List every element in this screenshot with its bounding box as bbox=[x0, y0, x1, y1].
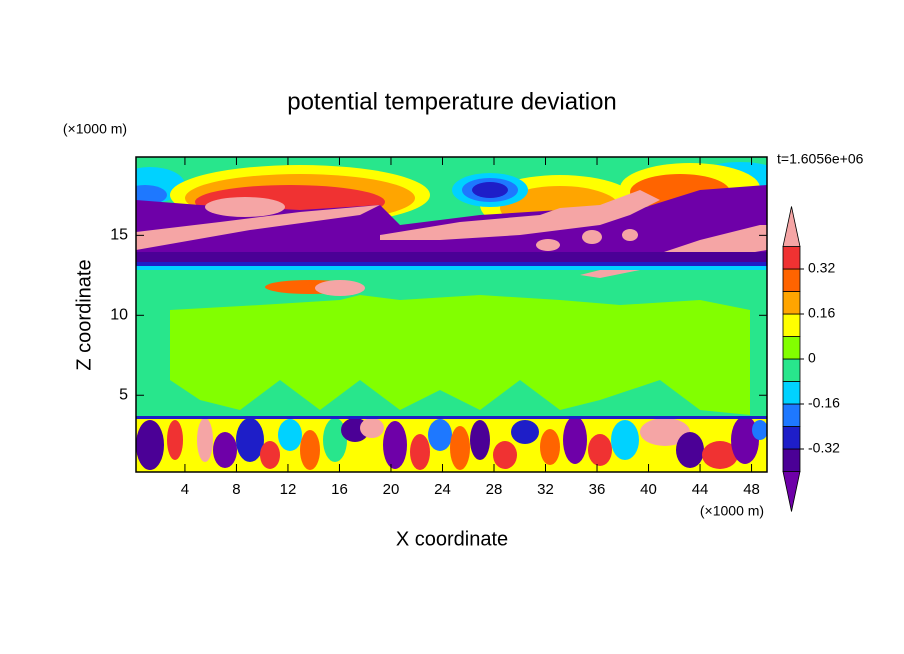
x-tick-label: 48 bbox=[743, 481, 760, 498]
contour-region bbox=[752, 420, 767, 440]
plot-frame bbox=[135, 156, 768, 473]
contour-region bbox=[676, 432, 704, 468]
colorbar-tick-label: 0 bbox=[808, 350, 816, 366]
colorbar-box bbox=[782, 268, 801, 292]
x-tick-label: 40 bbox=[640, 481, 657, 498]
contour-region bbox=[540, 429, 560, 465]
contour-region bbox=[428, 419, 452, 451]
contour-region bbox=[731, 416, 759, 464]
x-tick-label: 36 bbox=[589, 481, 606, 498]
contour-region bbox=[410, 434, 430, 470]
contour-region bbox=[213, 432, 237, 468]
y-tick-label: 15 bbox=[110, 227, 128, 244]
contour-region bbox=[136, 185, 167, 205]
contour-region bbox=[582, 230, 602, 244]
contour-region bbox=[167, 420, 183, 460]
contour-region bbox=[563, 416, 587, 464]
x-tick-label: 32 bbox=[537, 481, 554, 498]
colorbar-box bbox=[782, 246, 801, 270]
contour-region bbox=[170, 295, 750, 415]
colorbar-box bbox=[782, 381, 801, 405]
colorbar-tick-label: -0.32 bbox=[808, 440, 840, 456]
contour-field bbox=[136, 157, 767, 472]
contour-region bbox=[197, 418, 213, 462]
contour-region bbox=[236, 418, 264, 462]
contour-region bbox=[278, 419, 302, 451]
contour-region bbox=[640, 418, 690, 446]
contour-region bbox=[315, 280, 365, 296]
x-tick-label: 4 bbox=[181, 481, 189, 498]
chart-title: potential temperature deviation bbox=[287, 88, 617, 115]
colorbar-tick-label: 0.16 bbox=[808, 305, 835, 321]
colorbar-box bbox=[782, 313, 801, 337]
y-tick-label: 5 bbox=[119, 386, 128, 403]
contour-region bbox=[611, 420, 639, 460]
x-axis-label: X coordinate bbox=[396, 528, 508, 550]
x-tick-label: 20 bbox=[383, 481, 400, 498]
colorbar-box bbox=[782, 426, 801, 450]
colorbar-over bbox=[782, 206, 801, 247]
contour-region bbox=[260, 441, 280, 469]
contour-region bbox=[450, 426, 470, 470]
contour-region bbox=[323, 418, 347, 462]
contour-region bbox=[360, 418, 384, 438]
contour-region bbox=[493, 441, 517, 469]
contour-region bbox=[622, 229, 638, 241]
contour-region bbox=[205, 197, 285, 217]
colorbar-box bbox=[782, 336, 801, 360]
colorbar-under bbox=[782, 471, 801, 512]
contour-region bbox=[380, 190, 660, 240]
contour-region bbox=[136, 420, 164, 470]
y-tick-label: 10 bbox=[110, 307, 128, 324]
time-annotation: t=1.6056e+06 bbox=[777, 151, 864, 167]
y-unit: (×1000 m) bbox=[63, 121, 127, 137]
contour-region bbox=[136, 185, 767, 258]
contour-region bbox=[511, 420, 539, 444]
contour-region bbox=[136, 262, 767, 267]
x-tick-label: 12 bbox=[280, 481, 297, 498]
colorbar-box bbox=[782, 403, 801, 427]
x-tick-label: 16 bbox=[331, 481, 348, 498]
contour-region bbox=[383, 421, 407, 469]
colorbar-box bbox=[782, 448, 801, 472]
contour-region bbox=[136, 252, 767, 264]
contour-region bbox=[588, 434, 612, 466]
contour-region bbox=[300, 430, 320, 470]
contour-region bbox=[472, 182, 508, 198]
contour-region bbox=[536, 239, 560, 251]
contour-region bbox=[136, 416, 767, 419]
colorbar-box bbox=[782, 291, 801, 315]
contour-region bbox=[702, 441, 738, 469]
contour-region bbox=[136, 205, 380, 250]
contour-region bbox=[136, 266, 767, 270]
x-tick-label: 28 bbox=[486, 481, 503, 498]
colorbar-tick-label: -0.16 bbox=[808, 395, 840, 411]
colorbar-tick-label: 0.32 bbox=[808, 260, 835, 276]
contour-region bbox=[470, 420, 490, 460]
x-tick-label: 24 bbox=[434, 481, 451, 498]
x-tick-label: 44 bbox=[692, 481, 709, 498]
x-tick-label: 8 bbox=[232, 481, 240, 498]
y-axis-label: Z coordinate bbox=[73, 259, 95, 370]
x-unit: (×1000 m) bbox=[700, 503, 764, 519]
colorbar-box bbox=[782, 358, 801, 382]
